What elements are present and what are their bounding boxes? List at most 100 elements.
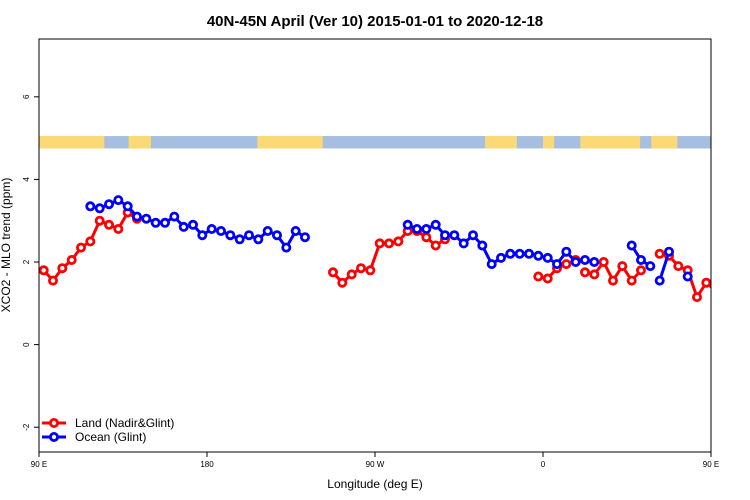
land-data-point xyxy=(66,254,77,265)
land-ocean-strip xyxy=(39,136,750,149)
ocean-data-point xyxy=(243,230,254,241)
land-data-point xyxy=(421,232,432,243)
ocean-data-point xyxy=(150,217,161,228)
land-data-point xyxy=(561,259,572,270)
ocean-data-point xyxy=(636,254,647,265)
ocean-data-point xyxy=(626,240,637,251)
ocean-data-point xyxy=(645,261,656,272)
land-data-point xyxy=(383,238,394,249)
x-tick-label: 90 E xyxy=(703,460,719,469)
ocean-data-point xyxy=(234,234,245,245)
legend: Land (Nadir&Glint)Ocean (Glint) xyxy=(42,416,174,444)
legend-item-land: Land (Nadir&Glint) xyxy=(42,416,174,430)
ocean-data-point xyxy=(402,219,413,230)
x-tick-label: 90 W xyxy=(366,460,385,469)
land-data-point xyxy=(94,215,105,226)
ocean-data-point xyxy=(477,240,488,251)
legend-swatch-marker xyxy=(49,431,60,442)
x-axis-title: Longitude (deg E) xyxy=(327,477,422,491)
ocean-data-point xyxy=(495,252,506,263)
ocean-data-point xyxy=(589,256,600,267)
land-data-point xyxy=(636,265,647,276)
land-data-point xyxy=(721,269,728,276)
land-data-point xyxy=(654,248,665,259)
x-tick-label: 0 xyxy=(541,460,546,469)
ocean-data-point xyxy=(467,230,478,241)
land-data-point xyxy=(710,289,711,293)
x-tick-label: 90 E xyxy=(31,460,47,469)
ocean-data-point xyxy=(439,230,450,241)
strip-land-segment xyxy=(730,136,750,148)
ocean-data-point xyxy=(552,259,563,270)
ocean-data-point xyxy=(178,221,189,232)
ocean-data-point xyxy=(281,242,292,253)
ocean-data-point xyxy=(141,213,152,224)
land-data-point xyxy=(533,271,544,282)
ocean-data-point xyxy=(430,219,441,230)
ocean-data-point xyxy=(104,199,115,210)
land-data-point xyxy=(740,265,747,272)
ocean-data-point xyxy=(215,225,226,236)
strip-land-segment xyxy=(651,136,678,149)
ocean-data-point xyxy=(197,230,208,241)
ocean-data-point xyxy=(411,223,422,234)
land-data-point xyxy=(542,273,553,284)
land-data-point xyxy=(48,275,59,286)
land-data-point xyxy=(626,275,637,286)
ocean-data-point xyxy=(421,223,432,234)
ocean-data-point xyxy=(262,225,273,236)
ocean-data-point xyxy=(225,230,236,241)
legend-item-ocean: Ocean (Glint) xyxy=(42,430,146,444)
y-tick-label: 0 xyxy=(22,342,31,347)
ocean-data-point xyxy=(85,201,96,212)
ocean-data-point xyxy=(580,254,591,265)
land-data-point xyxy=(608,275,619,286)
land-data-point xyxy=(39,265,49,276)
plot-frame xyxy=(38,38,712,453)
land-data-point xyxy=(355,263,366,274)
land-data-point xyxy=(374,238,385,249)
ocean-data-point xyxy=(561,246,572,257)
land-data-point xyxy=(327,267,338,278)
land-data-point xyxy=(580,267,591,278)
legend-label: Land (Nadir&Glint) xyxy=(75,416,174,430)
land-data-point xyxy=(76,242,87,253)
land-data-point xyxy=(337,277,348,288)
ocean-data-point xyxy=(570,256,581,267)
ocean-data-point xyxy=(206,223,217,234)
ocean-data-point xyxy=(505,248,516,259)
land-data-point xyxy=(393,236,404,247)
ocean-data-point xyxy=(159,217,170,228)
ocean-data-point xyxy=(486,259,497,270)
strip-land-segment xyxy=(580,136,641,149)
land-data-point xyxy=(113,223,124,234)
ocean-data-point xyxy=(94,203,105,214)
ocean-data-point xyxy=(122,201,133,212)
land-data-point xyxy=(701,277,711,288)
ocean-data-point xyxy=(654,275,665,286)
land-data-point xyxy=(617,261,628,272)
ocean-series-line xyxy=(658,251,671,282)
land-data-point xyxy=(57,263,68,274)
land-series-line xyxy=(42,211,138,283)
legend-label: Ocean (Glint) xyxy=(75,430,146,444)
ocean-data-point xyxy=(542,252,553,263)
ocean-data-point xyxy=(458,238,469,249)
ocean-data-point xyxy=(664,246,675,257)
strip-land-segment xyxy=(543,136,555,149)
series-layer xyxy=(39,195,747,303)
land-data-point xyxy=(731,277,738,284)
land-data-point xyxy=(589,269,600,280)
land-data-point xyxy=(85,236,96,247)
legend-swatch-marker xyxy=(49,417,60,428)
y-tick-label: -2 xyxy=(22,423,31,431)
ocean-data-point xyxy=(449,230,460,241)
y-tick-label: 4 xyxy=(22,177,31,182)
land-data-point xyxy=(673,261,684,272)
land-data-point xyxy=(598,256,609,267)
ocean-data-point xyxy=(113,195,124,206)
y-axis: -2 0 2 4 6 xyxy=(22,94,39,431)
chart-title: 40N-45N April (Ver 10) 2015-01-01 to 202… xyxy=(207,13,543,30)
land-data-point xyxy=(692,292,703,303)
ocean-data-point xyxy=(253,234,264,245)
